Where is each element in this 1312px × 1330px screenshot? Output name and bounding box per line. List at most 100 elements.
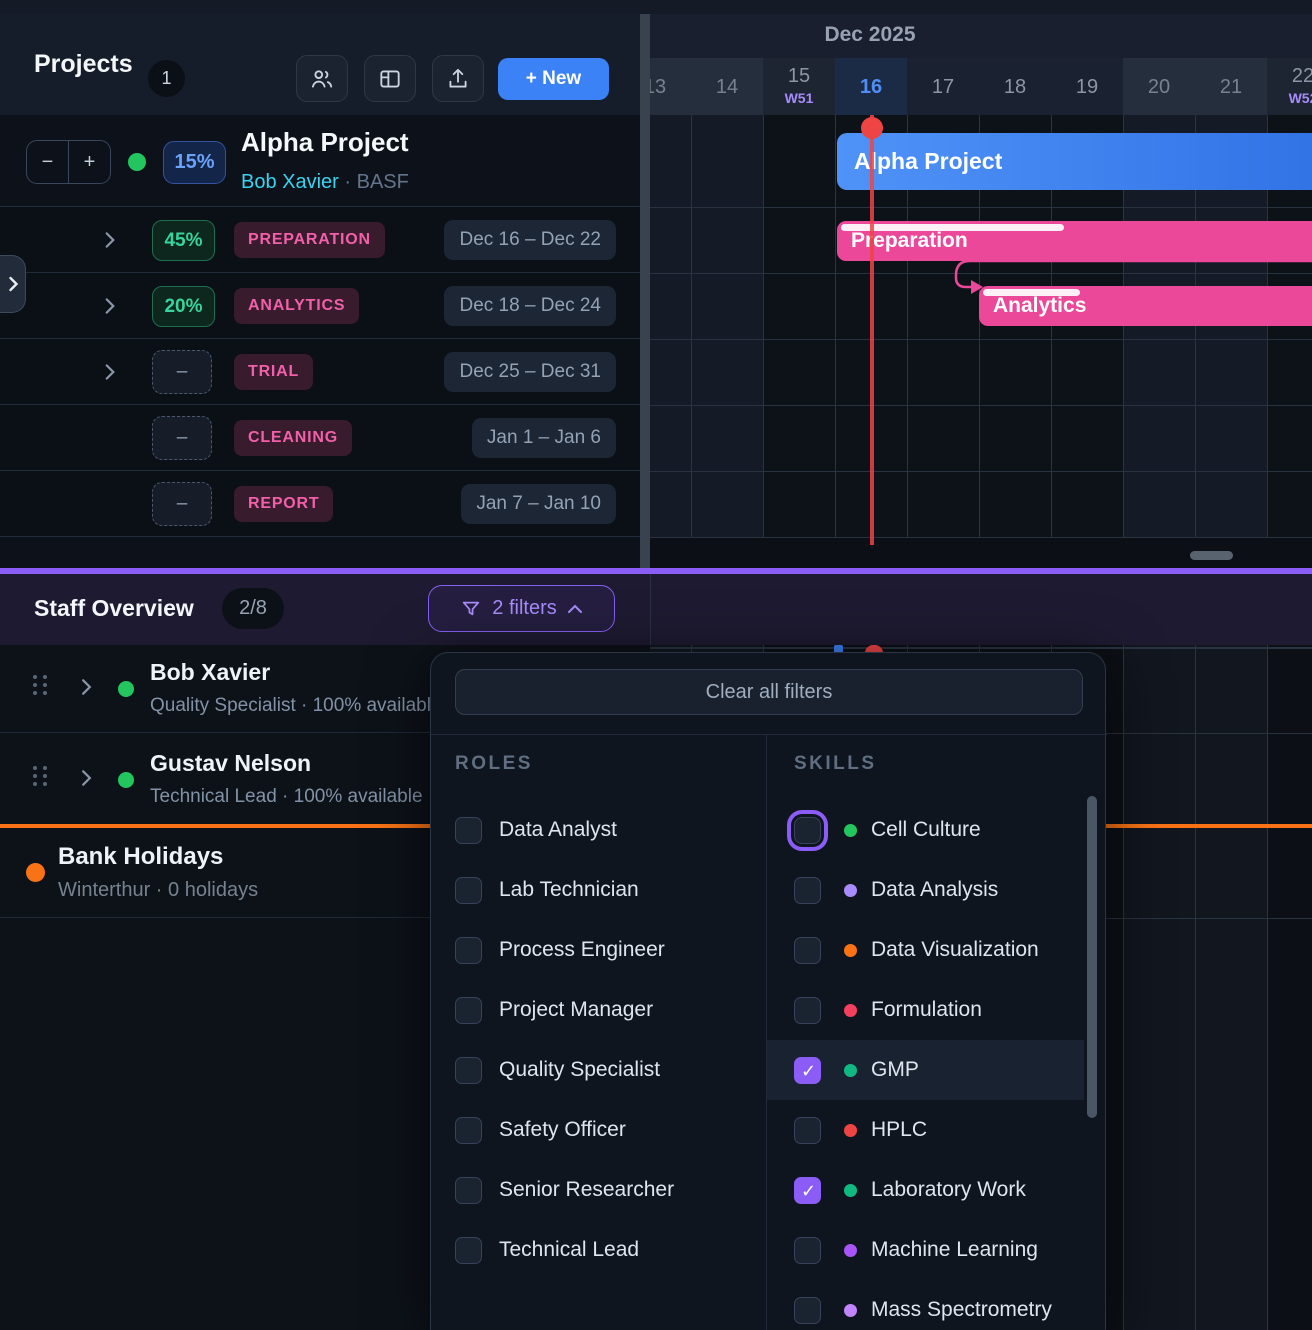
bank-holidays-row[interactable]: Bank Holidays Winterthur · 0 holidays: [0, 826, 650, 918]
role-filter-project-manager[interactable]: Project Manager: [455, 980, 755, 1040]
skill-color-dot: [844, 1243, 857, 1257]
horizontal-scrollbar[interactable]: [1190, 551, 1233, 560]
skill-color-dot: [844, 1183, 857, 1197]
day-cell[interactable]: 19: [1075, 75, 1099, 98]
project-client: · BASF: [344, 171, 409, 193]
skill-filter-cell-culture[interactable]: Cell Culture: [794, 800, 1084, 860]
role-filter-quality-specialist[interactable]: Quality Specialist: [455, 1040, 755, 1100]
skill-filter-laboratory-work[interactable]: Laboratory Work: [794, 1160, 1084, 1220]
bar-label: Analytics: [993, 294, 1087, 317]
filters-button[interactable]: 2 filters: [428, 585, 615, 632]
layout-button[interactable]: [364, 55, 416, 102]
day-cell[interactable]: 13: [650, 58, 691, 115]
day-cell[interactable]: 21: [1195, 58, 1267, 115]
task-row-cleaning[interactable]: – CLEANING Jan 1 – Jan 6: [0, 405, 640, 471]
checkbox[interactable]: [455, 936, 482, 964]
role-filter-lab-technician[interactable]: Lab Technician: [455, 860, 755, 920]
top-strip: [0, 0, 1312, 14]
chevron-right-icon[interactable]: [79, 677, 94, 697]
skill-filter-formulation[interactable]: Formulation: [794, 980, 1084, 1040]
checkbox[interactable]: [455, 876, 482, 904]
chevron-right-icon[interactable]: [102, 361, 118, 383]
new-project-button[interactable]: + New: [498, 58, 609, 100]
day-cell[interactable]: 20: [1123, 58, 1195, 115]
day-cell[interactable]: 14: [691, 58, 763, 115]
staff-overview-title: Staff Overview: [34, 595, 194, 621]
layout-icon: [377, 66, 403, 92]
project-row[interactable]: − + 15% Alpha Project Bob Xavier · BASF: [0, 115, 640, 207]
task-progress-badge: 45%: [152, 220, 215, 261]
checkbox[interactable]: [794, 936, 821, 964]
skill-filter-hplc[interactable]: HPLC: [794, 1100, 1084, 1160]
checkbox-focused[interactable]: [794, 816, 821, 844]
checkbox[interactable]: [794, 1116, 821, 1144]
role-filter-senior-researcher[interactable]: Senior Researcher: [455, 1160, 755, 1220]
skill-filter-machine-learning[interactable]: Machine Learning: [794, 1220, 1084, 1280]
project-owner-link[interactable]: Bob Xavier: [241, 171, 339, 193]
chevron-right-icon[interactable]: [79, 768, 94, 788]
chevron-right-icon[interactable]: [102, 229, 118, 251]
task-name-badge: REPORT: [234, 486, 334, 522]
skill-filter-mass-spectrometry[interactable]: Mass Spectrometry: [794, 1280, 1084, 1330]
task-row-report[interactable]: – REPORT Jan 7 – Jan 10: [0, 471, 640, 537]
checkbox[interactable]: [455, 1176, 482, 1204]
projects-panel-footer: [0, 537, 640, 568]
weekend-shade: [650, 115, 763, 537]
skills-scrollbar[interactable]: [1087, 796, 1097, 1118]
projects-title: Projects: [34, 50, 133, 78]
gantt-bar-alpha-project[interactable]: Alpha Project: [837, 133, 1312, 190]
checkbox[interactable]: [794, 996, 821, 1024]
skill-color-dot: [844, 1063, 857, 1077]
task-row-analytics[interactable]: 20% ANALYTICS Dec 18 – Dec 24: [0, 273, 640, 339]
project-subtitle: Bob Xavier · BASF: [241, 171, 409, 194]
drag-handle-icon[interactable]: [33, 675, 47, 695]
checkbox[interactable]: [455, 1116, 482, 1144]
staff-name: Bob Xavier: [150, 659, 271, 685]
checkbox-checked[interactable]: [794, 1176, 822, 1205]
day-cell[interactable]: 15 W51: [763, 58, 835, 115]
collapse-button[interactable]: −: [27, 141, 69, 183]
staff-row-bob[interactable]: Bob Xavier Quality Specialist · 100% ava…: [0, 645, 650, 733]
staff-panel-divider: [650, 574, 651, 645]
projects-header: Projects 1: [0, 14, 640, 115]
export-button[interactable]: [432, 55, 484, 102]
preparation-progress-strip: [841, 224, 1064, 231]
task-dates: Dec 25 – Dec 31: [444, 352, 616, 392]
day-cell[interactable]: 22W52: [1267, 58, 1312, 115]
role-filter-technical-lead[interactable]: Technical Lead: [455, 1220, 755, 1280]
today-marker-dot[interactable]: [861, 117, 883, 139]
task-row-trial[interactable]: – TRIAL Dec 25 – Dec 31: [0, 339, 640, 405]
drag-handle-icon[interactable]: [33, 766, 47, 786]
checkbox[interactable]: [794, 876, 821, 904]
role-filter-safety-officer[interactable]: Safety Officer: [455, 1100, 755, 1160]
task-progress-badge: –: [152, 350, 212, 394]
panel-resize-handle[interactable]: [640, 14, 650, 568]
team-button[interactable]: [296, 55, 348, 102]
checkbox[interactable]: [455, 996, 482, 1024]
project-name[interactable]: Alpha Project: [241, 127, 409, 157]
expand-button[interactable]: +: [83, 150, 96, 173]
sidebar-expand-tab[interactable]: [0, 255, 26, 313]
checkbox[interactable]: [455, 816, 482, 844]
checkbox[interactable]: [455, 1056, 482, 1084]
checkbox[interactable]: [455, 1236, 482, 1264]
gantt-bar-preparation[interactable]: Preparation: [837, 221, 1312, 261]
day-cell[interactable]: 17: [931, 75, 955, 98]
clear-all-filters-button[interactable]: Clear all filters: [455, 669, 1083, 715]
skill-color-dot: [844, 1303, 857, 1317]
task-dates: Jan 1 – Jan 6: [471, 418, 616, 458]
role-filter-data-analyst[interactable]: Data Analyst: [455, 800, 755, 860]
skill-filter-data-analysis[interactable]: Data Analysis: [794, 860, 1084, 920]
role-filter-process-engineer[interactable]: Process Engineer: [455, 920, 755, 980]
task-row-preparation[interactable]: 45% PREPARATION Dec 16 – Dec 22: [0, 207, 640, 273]
day-cell[interactable]: 18: [1003, 75, 1027, 98]
skill-filter-data-visualization[interactable]: Data Visualization: [794, 920, 1084, 980]
checkbox[interactable]: [794, 1296, 821, 1324]
day-cell-today[interactable]: 16: [835, 58, 907, 115]
chevron-right-icon[interactable]: [102, 295, 118, 317]
skill-color-dot: [844, 823, 857, 837]
skill-filter-gmp[interactable]: GMP: [794, 1040, 1084, 1100]
checkbox[interactable]: [794, 1236, 821, 1264]
checkbox-checked[interactable]: [794, 1056, 822, 1085]
